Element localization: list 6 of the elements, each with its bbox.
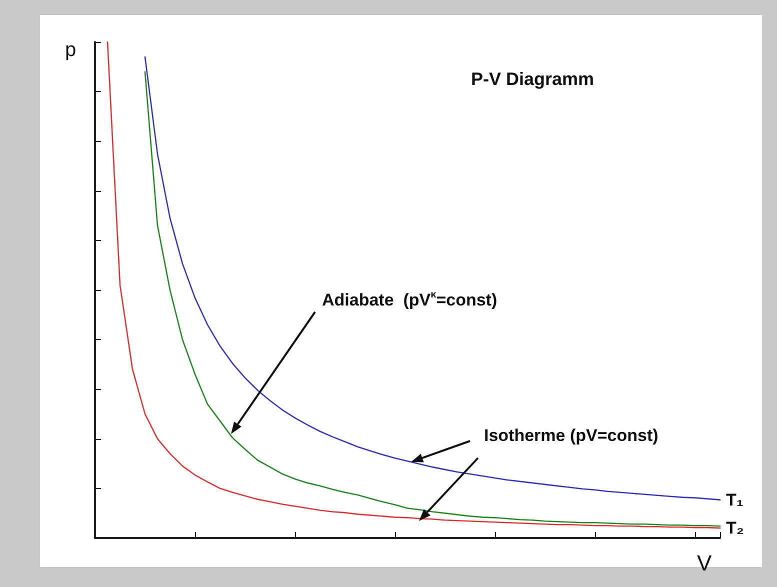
y-axis-title: p	[65, 39, 76, 61]
annotation: Isotherme (pV=const)	[484, 426, 658, 445]
series-label: T₁	[726, 490, 744, 510]
text: P-V Diagramm	[471, 69, 594, 89]
x-axis-title: V	[697, 550, 712, 576]
series-label: T₂	[726, 518, 744, 538]
